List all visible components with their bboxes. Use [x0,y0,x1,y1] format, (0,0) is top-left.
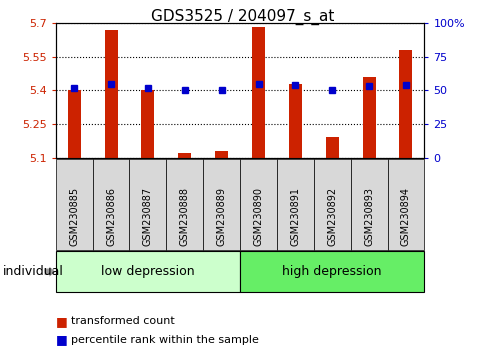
Text: GSM230885: GSM230885 [69,187,79,246]
Text: percentile rank within the sample: percentile rank within the sample [71,335,258,345]
Text: high depression: high depression [282,265,381,278]
Text: GSM230886: GSM230886 [106,187,116,246]
Text: GDS3525 / 204097_s_at: GDS3525 / 204097_s_at [151,9,333,25]
Bar [105,30,117,158]
Text: GSM230887: GSM230887 [143,187,152,246]
Text: GSM230888: GSM230888 [180,187,189,246]
Text: GSM230890: GSM230890 [253,187,263,246]
Text: low depression: low depression [101,265,195,278]
Bar [288,84,301,158]
Bar [68,90,80,158]
Bar [252,28,264,158]
Text: transformed count: transformed count [71,316,175,326]
Text: ■: ■ [56,333,67,346]
Text: ■: ■ [56,315,67,328]
Text: GSM230893: GSM230893 [363,187,373,246]
Text: individual: individual [2,265,63,278]
Bar [215,151,227,158]
Bar [141,90,154,158]
Text: GSM230891: GSM230891 [290,187,300,246]
Text: GSM230892: GSM230892 [327,187,336,246]
Bar [399,50,411,158]
Bar [178,153,191,158]
Text: GSM230894: GSM230894 [400,187,410,246]
Bar [362,77,375,158]
Bar [325,137,338,158]
Text: GSM230889: GSM230889 [216,187,226,246]
